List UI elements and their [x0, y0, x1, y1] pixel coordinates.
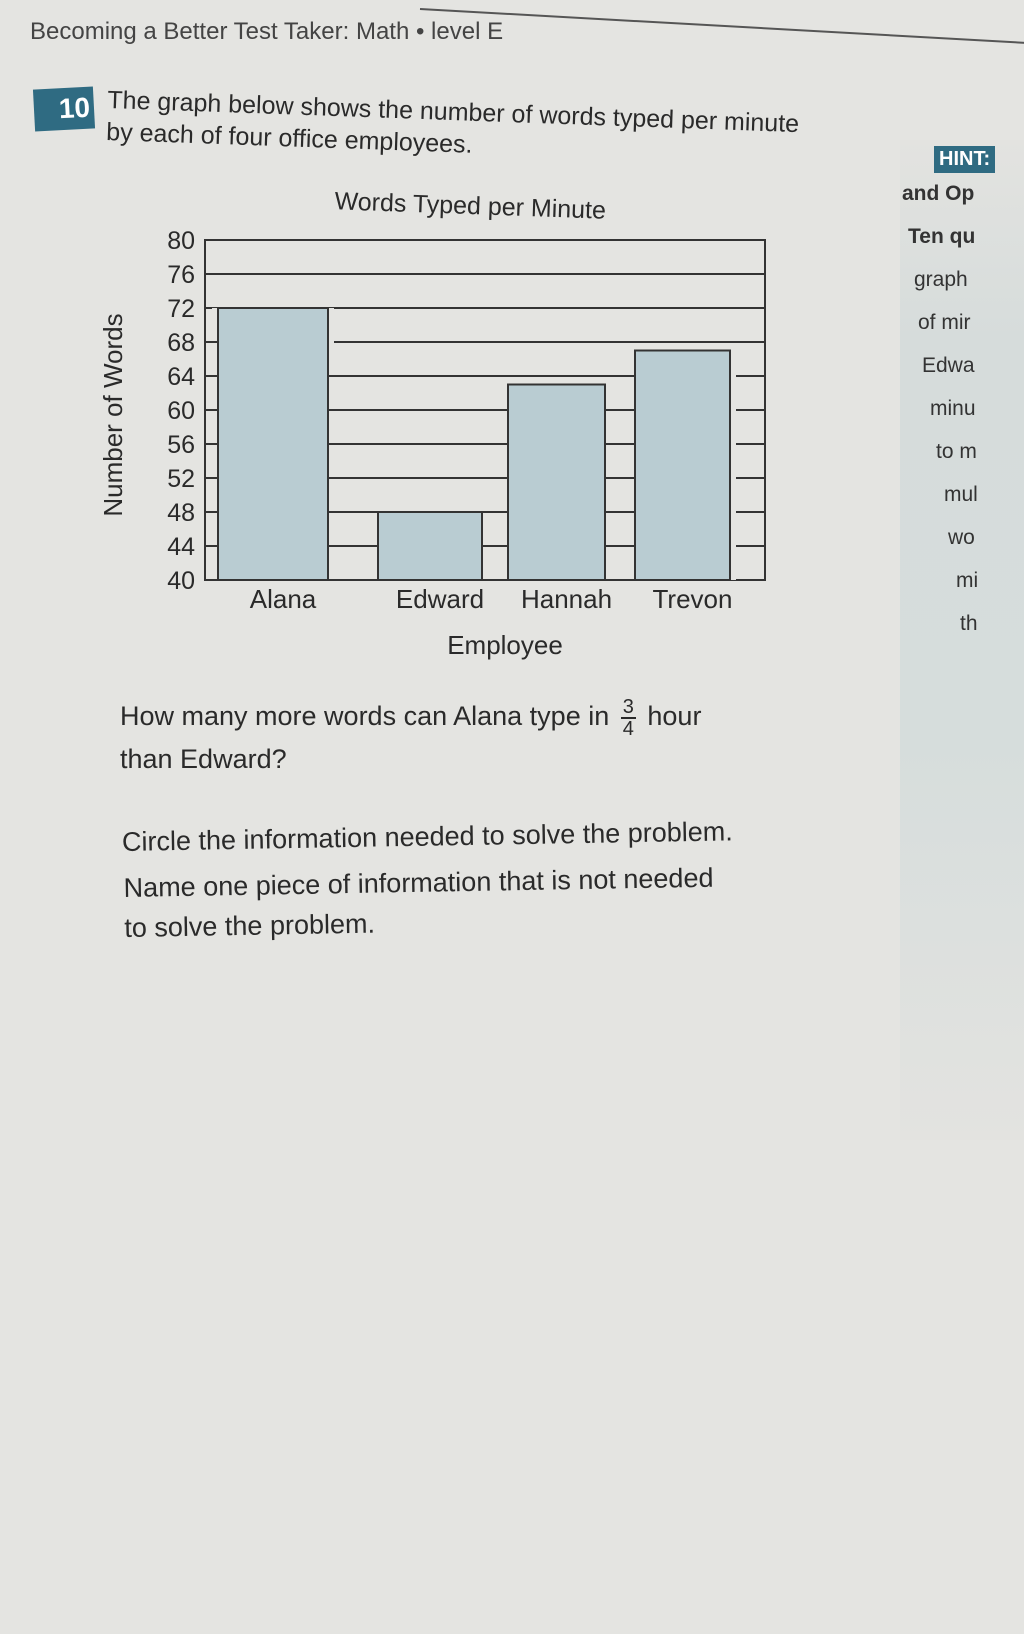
hint-text-line: Ten qu: [908, 225, 976, 248]
hint-text-line: graph: [914, 268, 968, 291]
y-tick-label: 56: [167, 431, 195, 459]
x-tick-label: Hannah: [521, 584, 612, 614]
y-tick-label: 44: [167, 533, 195, 561]
page-header: Becoming a Better Test Taker: Math • lev…: [30, 18, 504, 45]
instruction-2-line1: Name one piece of information that is no…: [123, 862, 714, 904]
y-tick-label: 80: [167, 227, 195, 255]
y-tick-label: 72: [167, 295, 195, 323]
x-tick-label: Trevon: [653, 584, 733, 614]
prompt-text: How many more words can Alana type in: [120, 701, 610, 731]
instruction-1: Circle the information needed to solve t…: [121, 816, 734, 857]
bar-edward: [377, 511, 483, 581]
prompt-text-after: hour: [647, 701, 702, 731]
hint-text-line: mi: [956, 569, 979, 592]
y-tick-label: 68: [167, 329, 195, 357]
hint-text-line: minu: [930, 397, 976, 420]
instruction-2: Name one piece of information that is no…: [123, 858, 714, 948]
fraction-numerator: 3: [620, 695, 636, 719]
prompt-line2: than Edward?: [120, 743, 287, 774]
y-tick-label: 48: [167, 499, 195, 527]
x-axis-label: Employee: [447, 630, 563, 660]
y-axis-label: Number of Words: [98, 313, 128, 516]
bar-chart: Words Typed per Minute 40 44 48 52 56 60 64 68 72…: [98, 187, 766, 660]
hint-text-line: th: [960, 612, 978, 635]
y-tick-label: 64: [167, 363, 195, 391]
instruction-2-line2: to solve the problem.: [124, 908, 376, 943]
bar-alana: [217, 307, 329, 581]
hint-label: HINT:: [934, 146, 996, 173]
hint-text-line: mul: [944, 483, 978, 506]
y-tick-label: 60: [167, 397, 195, 425]
hint-text-line: and Op: [902, 182, 975, 205]
bar-hannah: [507, 383, 606, 581]
y-tick-label: 76: [167, 261, 195, 289]
y-tick-label: 40: [167, 567, 195, 595]
x-tick-label: Edward: [396, 584, 484, 614]
hint-sidebar: [900, 140, 1024, 1140]
x-tick-label: Alana: [250, 584, 317, 614]
hint-text-line: Edwa: [922, 354, 975, 377]
hint-text-line: to m: [936, 440, 977, 463]
hint-text-line: wo: [948, 526, 975, 549]
chart-title: Words Typed per Minute: [334, 187, 606, 224]
fraction-denominator: 4: [622, 717, 634, 740]
hint-text-line: of mir: [918, 311, 971, 334]
bar-trevon: [634, 349, 731, 581]
y-tick-label: 52: [167, 465, 195, 493]
